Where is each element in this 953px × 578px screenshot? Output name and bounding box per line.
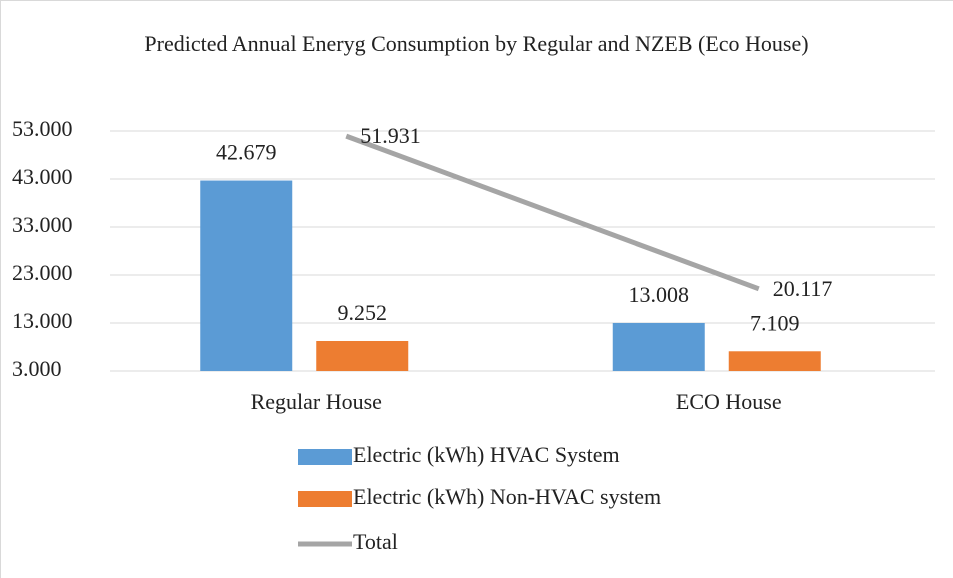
y-tick-label: 3.000	[12, 356, 62, 381]
legend-label: Total	[353, 529, 398, 554]
legend-swatch	[298, 449, 352, 465]
bar	[728, 351, 821, 371]
y-tick-label: 43.000	[12, 164, 73, 189]
data-label: 13.008	[629, 282, 690, 307]
data-label: 20.117	[773, 276, 833, 301]
y-tick-label: 53.000	[12, 116, 73, 141]
y-tick-label: 13.000	[12, 308, 73, 333]
data-label: 42.679	[216, 140, 277, 165]
legend-label: Electric (kWh) HVAC System	[353, 442, 620, 467]
legend-swatch	[298, 491, 352, 507]
legend-label: Electric (kWh) Non-HVAC system	[353, 484, 661, 509]
bar	[200, 180, 293, 371]
data-label: 51.931	[360, 123, 421, 148]
y-tick-label: 23.000	[12, 260, 73, 285]
x-tick-label: ECO House	[676, 389, 782, 414]
x-tick-label: Regular House	[251, 389, 382, 414]
bar	[316, 340, 409, 371]
bar	[612, 322, 705, 371]
chart-title: Predicted Annual Eneryg Consumption by R…	[144, 31, 809, 56]
y-tick-label: 33.000	[12, 212, 73, 237]
data-label: 7.109	[750, 310, 800, 335]
data-label: 9.252	[338, 300, 388, 325]
line	[345, 133, 760, 292]
